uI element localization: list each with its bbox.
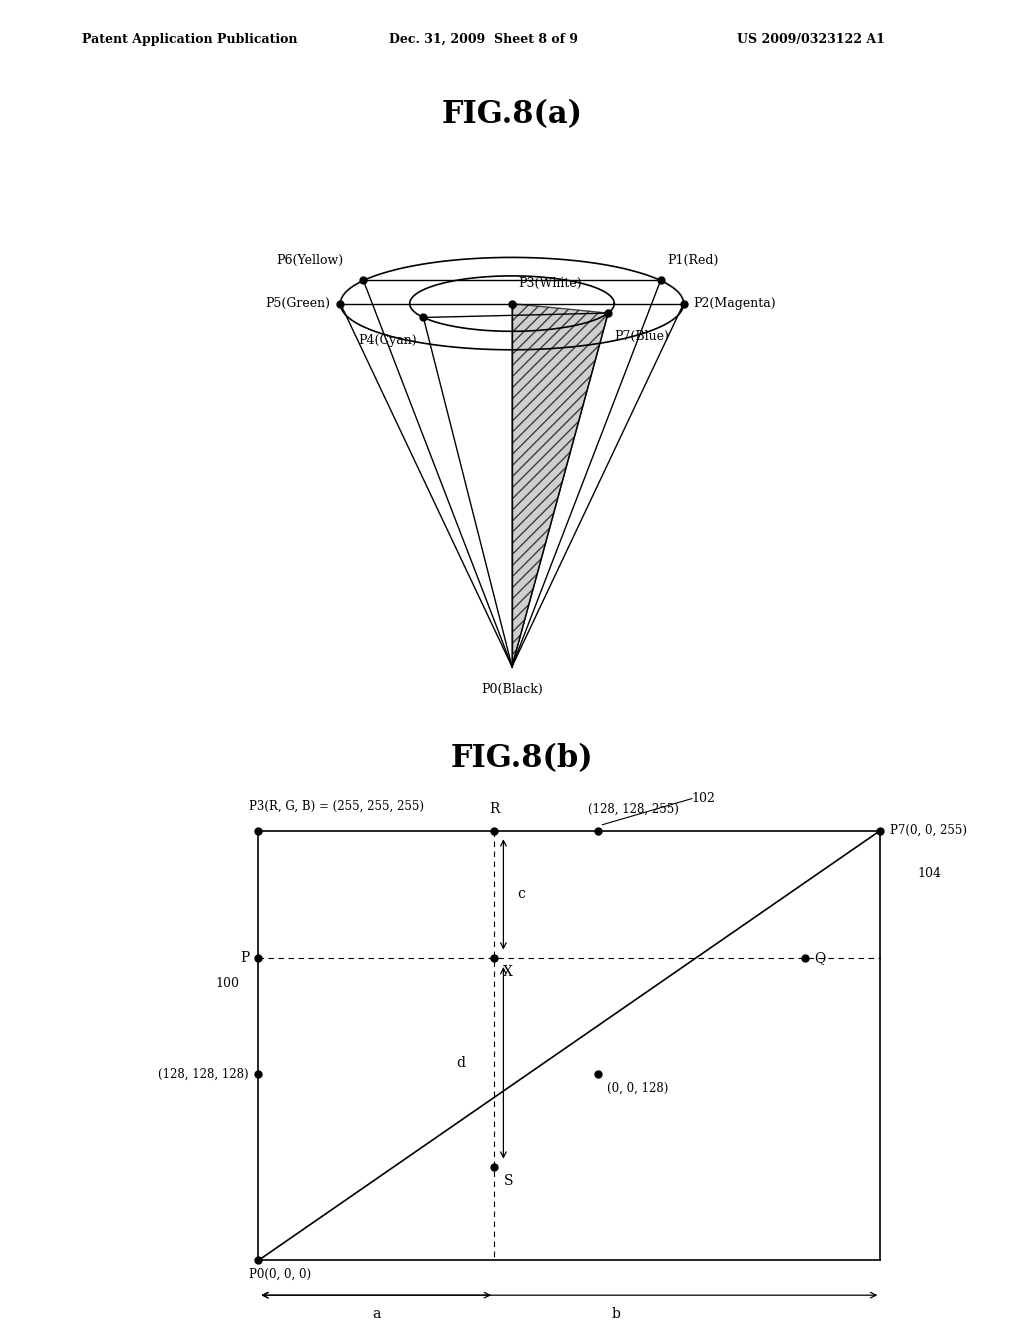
Polygon shape bbox=[512, 304, 608, 667]
Text: P2(Magenta): P2(Magenta) bbox=[693, 297, 776, 310]
Text: P7(Blue): P7(Blue) bbox=[614, 330, 670, 342]
Text: Patent Application Publication: Patent Application Publication bbox=[82, 33, 297, 46]
Text: 104: 104 bbox=[918, 867, 942, 880]
Text: 102: 102 bbox=[692, 792, 716, 804]
Text: a: a bbox=[372, 1307, 380, 1320]
Text: P0(0, 0, 0): P0(0, 0, 0) bbox=[249, 1267, 311, 1280]
Text: d: d bbox=[457, 1056, 465, 1071]
Text: c: c bbox=[517, 887, 525, 902]
Text: P: P bbox=[240, 952, 249, 965]
Text: X: X bbox=[504, 965, 513, 978]
Text: Q: Q bbox=[814, 952, 825, 965]
Text: S: S bbox=[504, 1173, 513, 1188]
Text: (128, 128, 128): (128, 128, 128) bbox=[159, 1068, 249, 1081]
Text: P7(0, 0, 255): P7(0, 0, 255) bbox=[890, 824, 967, 837]
Text: P6(Yellow): P6(Yellow) bbox=[276, 253, 344, 267]
Text: Dec. 31, 2009  Sheet 8 of 9: Dec. 31, 2009 Sheet 8 of 9 bbox=[389, 33, 579, 46]
Text: P5(Green): P5(Green) bbox=[265, 297, 331, 310]
Text: (0, 0, 128): (0, 0, 128) bbox=[607, 1082, 669, 1094]
Text: P3(White): P3(White) bbox=[518, 277, 583, 290]
Text: FIG.8(a): FIG.8(a) bbox=[441, 99, 583, 129]
Text: P0(Black): P0(Black) bbox=[481, 682, 543, 696]
Text: US 2009/0323122 A1: US 2009/0323122 A1 bbox=[737, 33, 885, 46]
Text: b: b bbox=[612, 1307, 621, 1320]
Text: FIG.8(b): FIG.8(b) bbox=[451, 743, 594, 775]
Text: R: R bbox=[488, 803, 499, 816]
Text: 100: 100 bbox=[216, 977, 240, 990]
Text: (128, 128, 255): (128, 128, 255) bbox=[588, 803, 679, 816]
Text: P4(Cyan): P4(Cyan) bbox=[358, 334, 417, 347]
Text: P1(Red): P1(Red) bbox=[668, 253, 719, 267]
Text: P3(R, G, B) = (255, 255, 255): P3(R, G, B) = (255, 255, 255) bbox=[249, 800, 424, 813]
